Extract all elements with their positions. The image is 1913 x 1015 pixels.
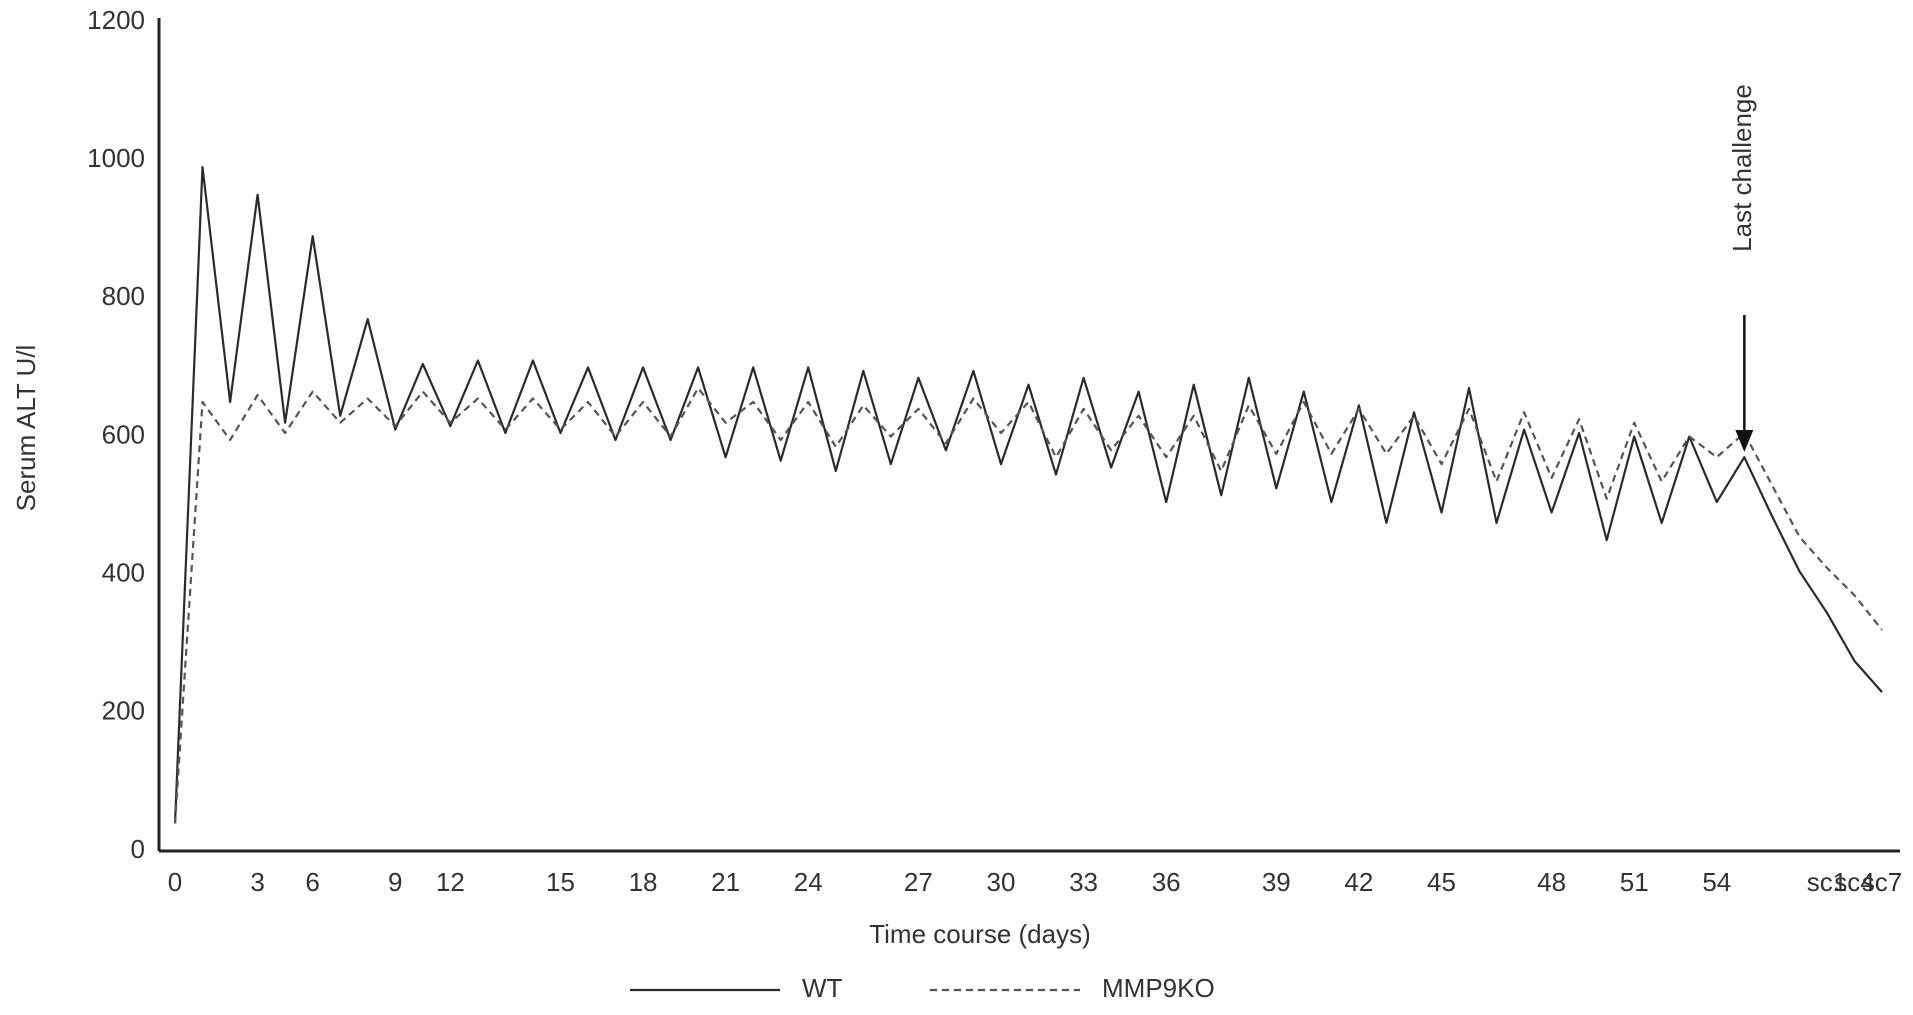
x-tick-label: 42 [1344,867,1373,897]
y-tick-label: 1000 [87,143,145,173]
x-tick-label: sc7 [1862,867,1902,897]
x-tick-label: 27 [904,867,933,897]
x-tick-label: 36 [1152,867,1181,897]
annotation: Last challenge [1727,84,1757,252]
annotation-arrowhead [1735,430,1754,452]
x-tick-label: 21 [711,867,740,897]
x-axis-title: Time course (days) [869,919,1091,949]
x-tick-label: 33 [1069,867,1098,897]
x-tick-label: 15 [546,867,575,897]
x-tick-label: 39 [1262,867,1291,897]
x-tick-label: 9 [388,867,402,897]
x-tick-label: 30 [987,867,1016,897]
x-tick-label: 3 [250,867,264,897]
x-tick-label: 24 [794,867,823,897]
y-tick-label: 400 [102,558,145,588]
x-tick-label: 54 [1702,867,1731,897]
x-tick-label: 45 [1427,867,1456,897]
y-tick-label: 200 [102,696,145,726]
legend-label: MMP9KO [1102,973,1215,1003]
y-tick-label: 1200 [87,5,145,35]
x-tick-label: 0 [168,867,182,897]
x-tick-label: 18 [629,867,658,897]
y-tick-label: 0 [131,834,145,864]
data-line [173,387,1883,824]
x-tick-label: 51 [1620,867,1649,897]
y-tick-label: 600 [102,419,145,449]
x-tick-label: sc4 [1834,867,1874,897]
legend-label: WT [802,973,843,1003]
x-tick-label: 48 [1537,867,1566,897]
x-tick-label: sc1 [1807,867,1847,897]
y-axis-title: Serum ALT U/l [11,345,41,512]
data-line [173,166,1883,824]
x-tick-label: 6 [305,867,319,897]
y-tick-label: 800 [102,281,145,311]
x-tick-label: 12 [436,867,465,897]
